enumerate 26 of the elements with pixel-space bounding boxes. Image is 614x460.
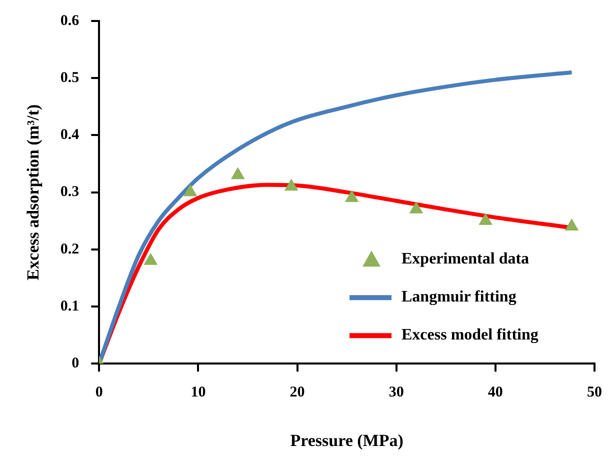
x-tick-label: 10 [190,384,206,400]
point [564,218,579,231]
x-tick-label: 0 [95,384,103,400]
y-tick-label: 0.2 [60,241,80,258]
point [183,184,198,196]
x-tick-label: 30 [388,384,404,400]
x-tick-label: 40 [488,384,503,400]
x-tick-label: 50 [587,384,602,400]
legend-label: Excess model fitting [402,326,538,344]
y-tick-label: 0.1 [60,298,80,314]
y-tick-label: 0.4 [60,127,80,144]
y-tick-label: 0.3 [60,184,80,200]
point [144,252,158,265]
x-axis-title: Pressure (MPa) [290,431,404,450]
y-tick-label: 0 [72,355,80,372]
legend-label: Langmuir fitting [402,288,516,306]
y-axis-title: Excess adsorption (m³/t) [24,104,43,280]
y-tick-label: 0.5 [60,70,80,86]
point [478,212,492,225]
point [344,190,359,202]
y-tick-label: 0.6 [60,12,80,29]
point [409,201,424,214]
legend-label: Experimental data [402,250,530,268]
point [230,167,245,180]
point [284,178,298,191]
x-tick-label: 20 [290,384,305,400]
